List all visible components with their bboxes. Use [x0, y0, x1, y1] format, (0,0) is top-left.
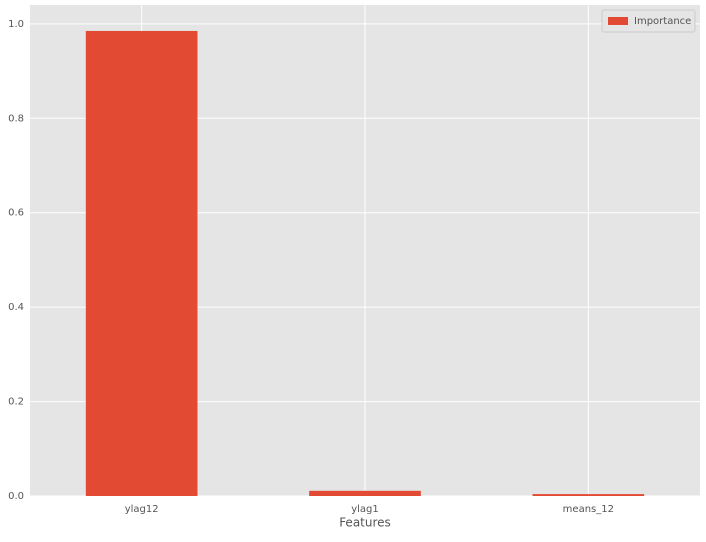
legend-box: [601, 9, 696, 33]
y-tick-label: 0.6: [8, 208, 24, 219]
y-tick-label: 0.0: [8, 491, 24, 502]
bar: [85, 30, 198, 497]
x-axis-label: Features: [339, 516, 391, 530]
y-tick-label: 0.2: [8, 397, 24, 408]
x-tick-label: ylag1: [351, 504, 379, 515]
bar: [532, 494, 645, 496]
y-tick-label: 0.4: [8, 302, 24, 313]
x-tick-label: means_12: [563, 504, 614, 515]
x-tick-label: ylag12: [125, 504, 159, 515]
y-tick-label: 0.8: [8, 113, 24, 124]
bar: [309, 490, 421, 496]
y-tick-label: 1.0: [8, 19, 24, 30]
legend-label: Importance: [634, 16, 691, 27]
legend-swatch: [608, 17, 628, 25]
